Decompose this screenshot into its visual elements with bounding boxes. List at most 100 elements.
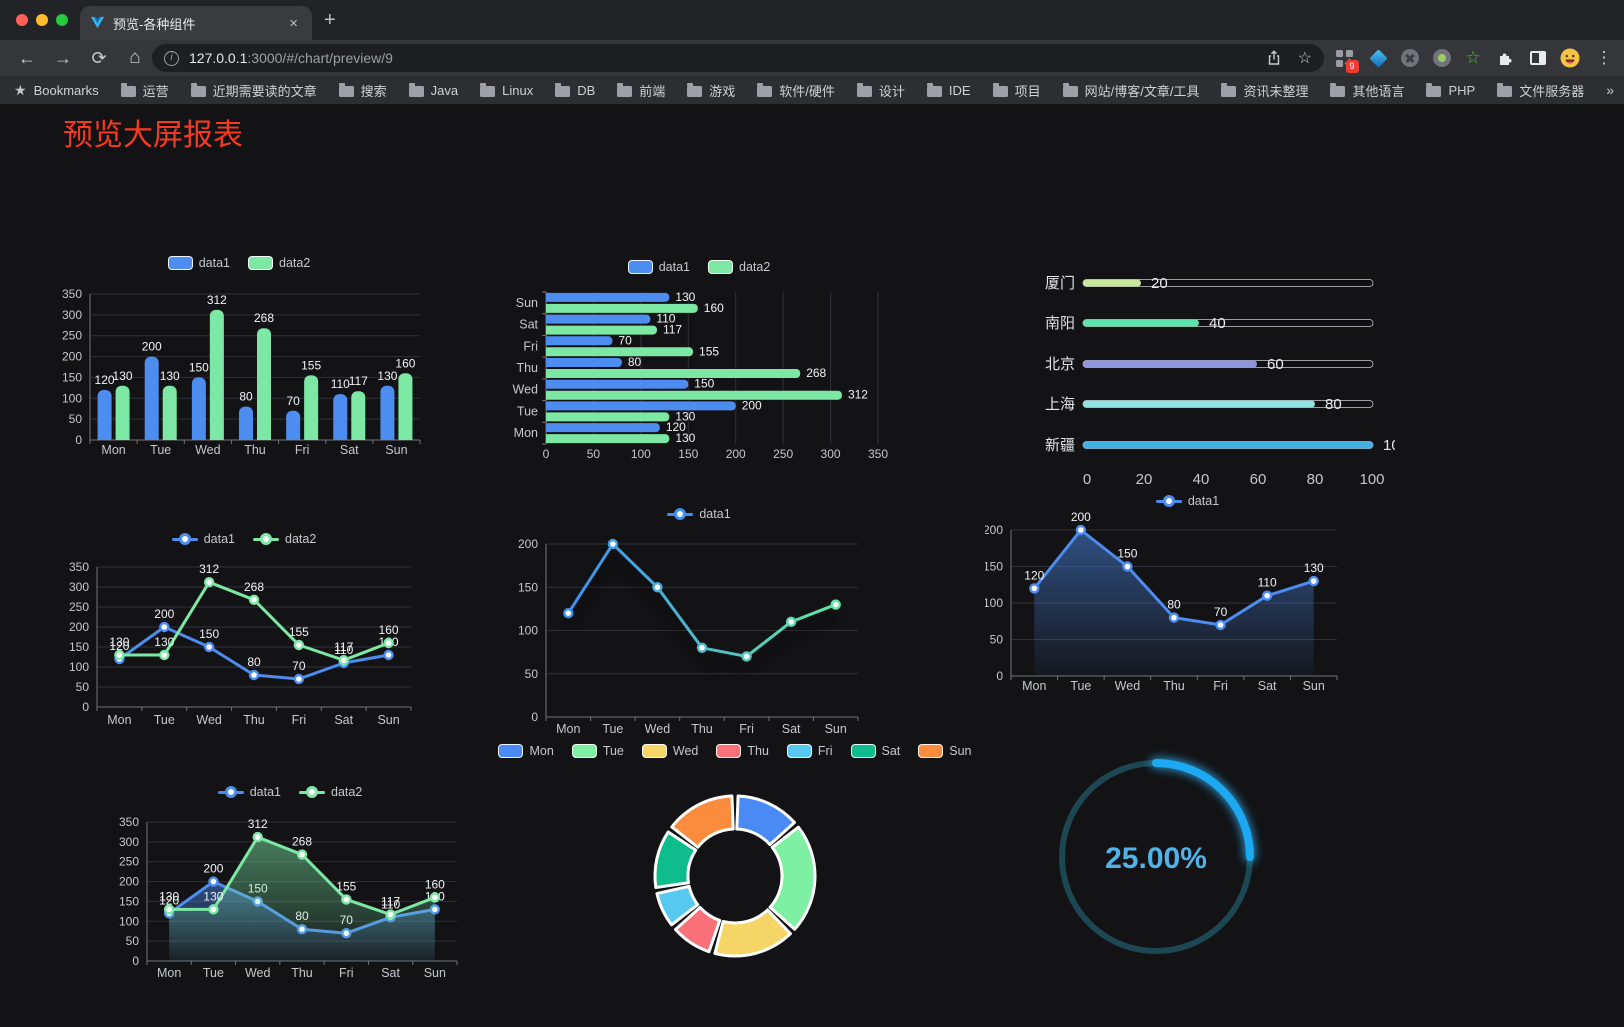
svg-text:Wed: Wed xyxy=(196,713,222,727)
svg-text:北京: 北京 xyxy=(1045,356,1075,373)
bookmark-item[interactable]: 近期需要读的文章 xyxy=(190,81,317,100)
line-chart-canvas: 0 50 100 150 200 250 300 350 Mon Tue Wed Thu Fri Sat S… xyxy=(69,560,412,727)
svg-text:50: 50 xyxy=(587,447,601,461)
svg-text:130: 130 xyxy=(377,369,397,383)
bookmark-star-icon[interactable]: ☆ xyxy=(1297,50,1312,67)
bookmark-item[interactable]: 资讯未整理 xyxy=(1221,81,1308,100)
bookmark-item[interactable]: 项目 xyxy=(992,81,1041,100)
legend-item-Mon[interactable]: Mon xyxy=(498,744,554,758)
chart-progress-bars[interactable]: 厦门 20 南阳 40 北京 60 上海 80 新疆 100 0 20 40 60 80 100 xyxy=(995,254,1395,494)
extension-icon-circle-cross[interactable] xyxy=(1398,46,1422,70)
bookmark-item[interactable]: 运营 xyxy=(120,81,169,100)
legend-label: data1 xyxy=(658,260,690,274)
legend-item-Tue[interactable]: Tue xyxy=(571,744,624,758)
minimize-window-button[interactable] xyxy=(36,14,48,26)
svg-text:Wed: Wed xyxy=(245,966,271,980)
svg-text:155: 155 xyxy=(699,344,719,358)
svg-text:Sat: Sat xyxy=(1258,679,1277,693)
bookmark-item[interactable]: IDE xyxy=(926,81,971,100)
legend-item-data2[interactable]: data2 xyxy=(299,785,362,799)
extension-icon-circle-dot[interactable] xyxy=(1430,46,1454,70)
bookmark-item[interactable]: Linux xyxy=(480,81,533,100)
svg-text:130: 130 xyxy=(159,889,179,903)
legend-item-Sun[interactable]: Sun xyxy=(918,744,972,758)
legend-item-data1[interactable]: data1 xyxy=(627,260,690,274)
bookmark-item[interactable]: 前端 xyxy=(617,81,665,100)
bookmark-item[interactable]: 游戏 xyxy=(687,81,735,100)
legend-swatch xyxy=(716,744,742,758)
legend-label: data2 xyxy=(285,532,317,546)
svg-text:40: 40 xyxy=(1193,471,1210,488)
svg-text:80: 80 xyxy=(239,390,253,404)
legend-item-data1[interactable]: data1 xyxy=(667,507,731,521)
chart-line-area-double[interactable]: data1 data2 0 50 100 150 200 250 300 350 Mon Tue We… xyxy=(105,780,475,994)
extensions-puzzle-button[interactable] xyxy=(1492,46,1516,70)
close-window-button[interactable] xyxy=(16,14,28,26)
chart-line-basic[interactable]: data1 data2 0 50 100 150 200 250 300 350 Mon Tue We… xyxy=(45,527,443,742)
pie-slice-Fri xyxy=(655,884,700,927)
bookmark-item[interactable]: 搜索 xyxy=(338,81,387,100)
forward-icon[interactable]: → xyxy=(54,48,72,68)
svg-text:155: 155 xyxy=(289,625,309,639)
reload-icon[interactable]: ⟳ xyxy=(91,48,107,68)
bookmarks-star-item[interactable]: ★ Bookmarks xyxy=(14,82,99,99)
bookmark-label: 其他语言 xyxy=(1352,83,1405,99)
bookmarks-overflow-chevron[interactable]: » xyxy=(1606,82,1615,98)
bookmark-item[interactable]: 设计 xyxy=(856,81,905,100)
share-icon[interactable] xyxy=(1266,50,1282,66)
legend-item-data2[interactable]: data2 xyxy=(253,532,316,546)
chart-gauge[interactable]: 25.00% xyxy=(1040,742,1275,977)
legend-item-data1[interactable]: data1 xyxy=(217,785,281,799)
chart-bar-horizontal[interactable]: data1 data2 0 50 100 150 200 250 300 350 Sun 130 16… xyxy=(500,252,898,470)
chart-donut[interactable]: Mon Tue Wed Thu Fri Sat Sun xyxy=(498,744,972,994)
svg-text:Sun: Sun xyxy=(825,722,847,736)
window-controls[interactable] xyxy=(16,14,68,26)
close-tab-icon[interactable]: × xyxy=(289,14,298,32)
maximize-window-button[interactable] xyxy=(56,14,68,26)
circle-dot-icon xyxy=(1433,49,1451,67)
extension-icon-vue-devtools[interactable] xyxy=(1366,46,1390,70)
svg-text:200: 200 xyxy=(119,875,139,889)
chart-legend: data1 data2 xyxy=(500,260,898,274)
legend-item-data1[interactable]: data1 xyxy=(167,256,230,270)
address-bar[interactable]: i 127.0.0.1:3000/#/chart/preview/9 ☆ xyxy=(152,44,1324,72)
folder-icon xyxy=(120,82,136,97)
pie-slice-Wed xyxy=(713,908,792,958)
legend-item-Fri[interactable]: Fri xyxy=(786,744,833,758)
legend-label: Fri xyxy=(817,744,833,758)
svg-text:Thu: Thu xyxy=(243,713,265,727)
svg-text:0: 0 xyxy=(543,447,550,461)
home-icon[interactable]: ⌂ xyxy=(129,47,141,68)
folder-icon xyxy=(992,82,1008,97)
extension-icon-green-star[interactable]: ☆ xyxy=(1461,46,1485,70)
chart-bar-vertical[interactable]: data1 data2 0 50 100 150 200 250 300 350 120 200 15… xyxy=(40,250,438,468)
bookmark-item[interactable]: PHP xyxy=(1426,81,1475,100)
bookmark-item[interactable]: 软件/硬件 xyxy=(757,81,835,100)
browser-tab[interactable]: 预览-各种组件 × xyxy=(80,6,312,40)
chart-line-area[interactable]: data1 0 50 100 150 200 Mon Tue Wed Thu Fri Sat Sun 1… xyxy=(985,490,1390,702)
extension-icon-grid[interactable]: 9 xyxy=(1332,46,1359,73)
chart-line-gradient[interactable]: data1 0 50 100 150 200 Mon Tue Wed Thu Fri Sat Sun xyxy=(500,502,898,742)
legend-item-Sat[interactable]: Sat xyxy=(850,744,900,758)
site-info-icon[interactable]: i xyxy=(164,50,179,66)
bookmark-label: Java xyxy=(430,82,459,98)
legend-item-data2[interactable]: data2 xyxy=(708,260,770,274)
diamond-icon xyxy=(1368,48,1388,68)
browser-menu-kebab[interactable]: ⋮ xyxy=(1592,46,1616,70)
legend-item-Wed[interactable]: Wed xyxy=(641,744,698,758)
legend-item-data1[interactable]: data1 xyxy=(171,532,235,546)
profile-avatar[interactable] xyxy=(1558,46,1582,70)
bookmark-item[interactable]: Java xyxy=(408,81,459,100)
new-tab-button[interactable]: + xyxy=(324,9,336,31)
svg-text:350: 350 xyxy=(868,447,888,461)
back-icon[interactable]: ← xyxy=(18,48,36,68)
legend-item-data1[interactable]: data1 xyxy=(1155,494,1219,508)
svg-text:150: 150 xyxy=(678,447,698,461)
side-panel-button[interactable] xyxy=(1526,46,1550,70)
bookmark-item[interactable]: 网站/博客/文章/工具 xyxy=(1062,81,1199,100)
bookmark-item[interactable]: DB xyxy=(555,81,595,100)
bookmark-item[interactable]: 文件服务器 xyxy=(1497,81,1584,100)
legend-item-Thu[interactable]: Thu xyxy=(716,744,769,758)
bookmark-item[interactable]: 其他语言 xyxy=(1330,81,1404,100)
legend-item-data2[interactable]: data2 xyxy=(248,256,310,270)
